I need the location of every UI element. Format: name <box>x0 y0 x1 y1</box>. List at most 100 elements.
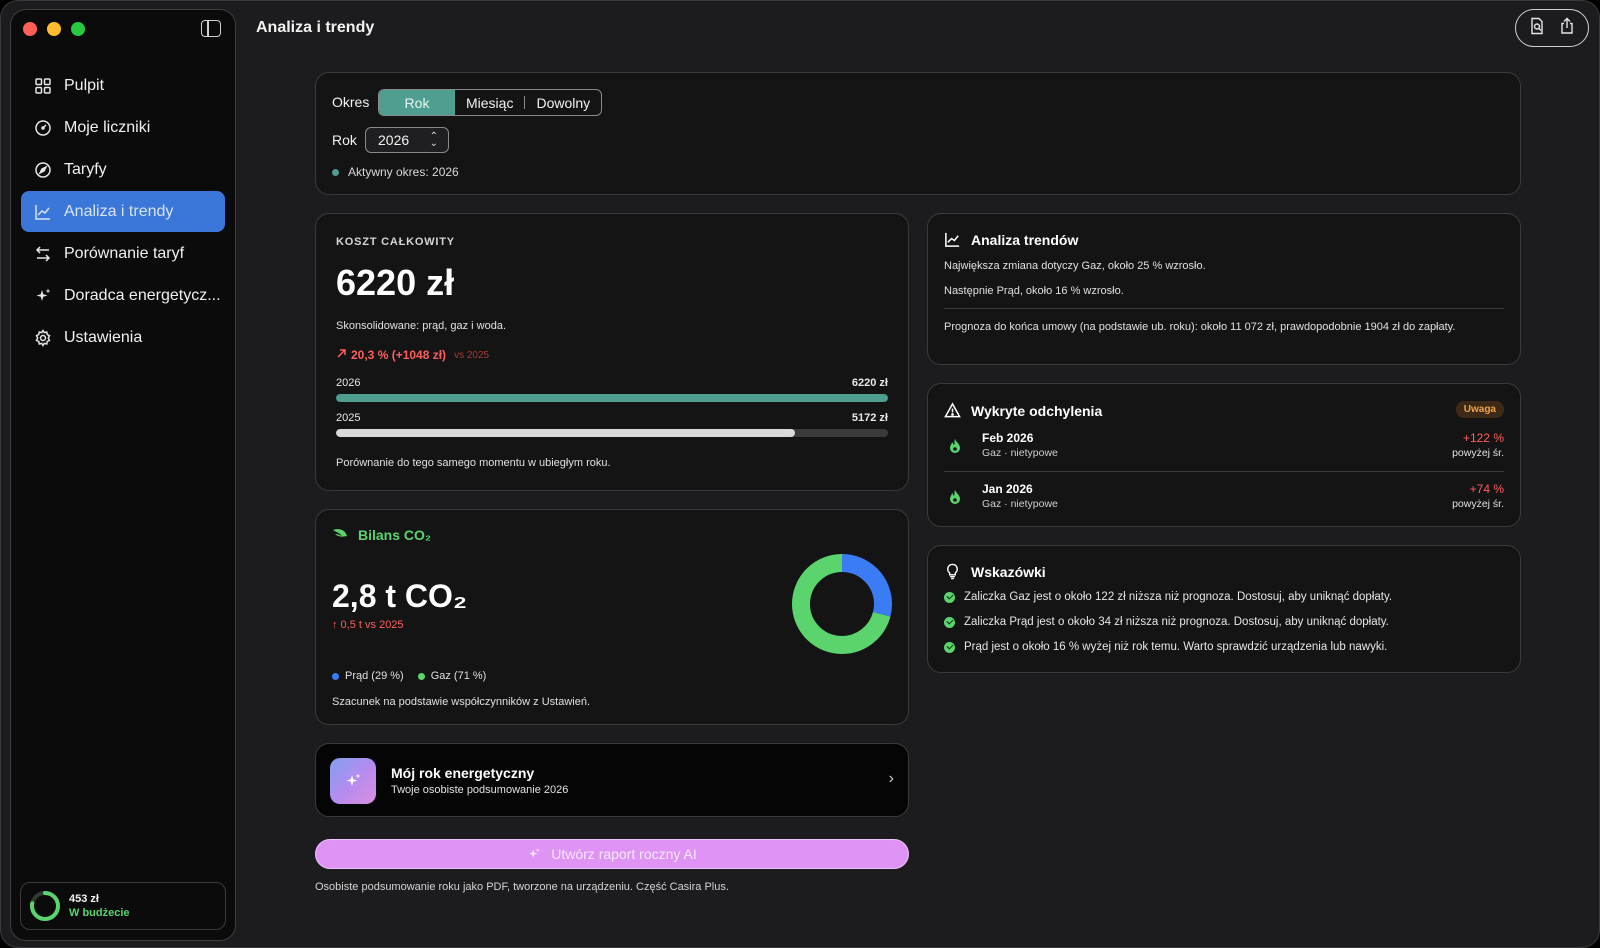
flame-icon <box>950 439 960 453</box>
sidebar-item-taryfy[interactable]: Taryfy <box>21 149 225 190</box>
warning-triangle-icon <box>944 402 961 418</box>
deviation-row[interactable]: Feb 2026 Gaz · nietypowe +122 % powyżej … <box>944 428 1504 468</box>
trend-forecast: Prognoza do końca umowy (na podstawie ub… <box>944 321 1456 333</box>
segment-divider <box>524 96 526 109</box>
sidebar-toggle-icon[interactable] <box>201 20 221 37</box>
sidebar-item-doradca-energetyczny[interactable]: Doradca energetycz... <box>21 275 225 316</box>
legend-label: Gaz (71 %) <box>430 670 487 682</box>
total-cost-label: KOSZT CAŁKOWITY <box>336 236 455 248</box>
active-period-text: Aktywny okres: 2026 <box>348 165 459 179</box>
deviations-divider <box>944 471 1504 472</box>
chart-line-icon <box>33 202 53 222</box>
segment-dowolny[interactable]: Dowolny <box>536 94 591 111</box>
legend-dot <box>332 672 339 680</box>
arrow-up-right-icon <box>336 348 347 362</box>
tips-title-text: Wskazówki <box>971 563 1046 580</box>
check-circle-icon <box>944 591 955 603</box>
period-card: Okres Rok Miesiąc Dowolny Rok 2026 ⌃ ⌄ Ak… <box>315 72 1521 195</box>
co2-donut-chart <box>792 554 892 654</box>
deviation-period: Jan 2026 <box>982 482 1033 496</box>
deviations-card: Wykryte odchylenia Uwaga Feb 2026 Gaz · … <box>927 383 1521 527</box>
budget-label: W budżecie <box>69 907 130 919</box>
zoom-window-button[interactable] <box>71 22 85 36</box>
sidebar-item-ustawienia[interactable]: Ustawienia <box>21 317 225 358</box>
deviation-row[interactable]: Jan 2026 Gaz · nietypowe +74 % powyżej ś… <box>944 479 1504 519</box>
year-select-value: 2026 <box>378 132 410 148</box>
active-period-dot <box>332 168 339 176</box>
sidebar-item-porownanie-taryf[interactable]: Porównanie taryf <box>21 233 225 274</box>
legend-dot <box>417 672 425 680</box>
sidebar-item-label: Doradca energetycz... <box>64 286 221 304</box>
total-cost-change-value: 20,3 % (+1048 zł) <box>351 348 447 362</box>
tip-item: Zaliczka Prąd jest o około 34 zł niższa … <box>944 616 1504 628</box>
flame-icon <box>950 490 960 504</box>
close-window-button[interactable] <box>23 22 37 36</box>
cost-bar-value: 5172 zł <box>851 412 888 424</box>
swap-arrows-icon <box>33 244 53 264</box>
trend-analysis-title: Analiza trendów <box>944 231 1078 248</box>
sidebar-item-label: Ustawienia <box>64 328 143 346</box>
gauge-icon <box>33 118 53 138</box>
create-ai-report-button[interactable]: Utwórz raport roczny AI <box>315 839 909 869</box>
sidebar-item-moje-liczniki[interactable]: Moje liczniki <box>21 107 225 148</box>
cost-bar-track <box>336 429 888 437</box>
sidebar: Pulpit Moje liczniki Taryfy Analiza i tr… <box>10 9 236 941</box>
total-cost-note: Porównanie do tego samego momentu w ubie… <box>336 457 611 469</box>
tips-card: Wskazówki Zaliczka Gaz jest o około 122 … <box>927 545 1521 673</box>
deviation-period: Feb 2026 <box>982 431 1034 445</box>
cost-bar-track <box>336 394 888 402</box>
cost-bar-fill <box>336 429 795 437</box>
total-cost-value: 6220 zł <box>336 262 455 303</box>
co2-change: ↑ 0,5 t vs 2025 <box>332 619 404 631</box>
cost-bar-year: 2025 <box>336 412 361 424</box>
tip-item: Prąd jest o około 16 % wyżej niż rok tem… <box>944 641 1504 653</box>
budget-ring <box>30 891 60 921</box>
sparkles-icon <box>33 286 53 306</box>
deviation-rel: powyżej śr. <box>1452 447 1504 459</box>
sidebar-nav: Pulpit Moje liczniki Taryfy Analiza i tr… <box>21 65 225 359</box>
trend-line-2: Następnie Prąd, około 16 % wzrosło. <box>944 285 1124 297</box>
budget-widget[interactable]: 453 zł W budżecie <box>20 882 226 930</box>
donut-slice-prad <box>792 554 892 654</box>
report-search-icon[interactable] <box>1528 17 1546 40</box>
page-title: Analiza i trendy <box>256 19 375 36</box>
co2-title-text: Bilans CO₂ <box>358 527 432 543</box>
cost-bar-fill <box>336 394 888 402</box>
my-energy-year-subtitle: Twoje osobiste podsumowanie 2026 <box>391 784 569 796</box>
cost-bar-2026: 2026 6220 zł <box>336 377 888 402</box>
co2-value: 2,8 t CO₂ <box>332 578 468 614</box>
sidebar-item-analiza-i-trendy[interactable]: Analiza i trendy <box>21 191 225 232</box>
segment-miesiac[interactable]: Miesiąc <box>466 94 514 111</box>
total-cost-change-vs: vs 2025 <box>454 349 490 361</box>
gear-icon <box>33 328 53 348</box>
year-label: Rok <box>332 132 357 148</box>
co2-card: Bilans CO₂ 2,8 t CO₂ ↑ 0,5 t vs 2025 Prą… <box>315 509 909 725</box>
year-select[interactable]: 2026 ⌃ ⌄ <box>365 127 449 153</box>
toolbar-actions <box>1515 9 1589 47</box>
cost-bar-value: 6220 zł <box>851 377 888 389</box>
sidebar-item-pulpit[interactable]: Pulpit <box>21 65 225 106</box>
cost-bar-2025: 2025 5172 zł <box>336 412 888 437</box>
grid-icon <box>33 76 53 96</box>
chevron-updown-icon: ⌃ ⌄ <box>429 131 438 149</box>
tip-text: Zaliczka Prąd jest o około 34 zł niższa … <box>964 616 1389 628</box>
sidebar-item-label: Taryfy <box>64 160 107 178</box>
share-icon[interactable] <box>1558 17 1576 40</box>
trend-analysis-title-text: Analiza trendów <box>971 231 1079 248</box>
legend-item-gaz: Gaz (71 %) <box>417 670 487 682</box>
deviation-sub: Gaz · nietypowe <box>982 447 1058 459</box>
sparkles-icon <box>330 758 376 804</box>
total-cost-subtitle: Skonsolidowane: prąd, gaz i woda. <box>336 320 506 332</box>
deviation-pct: +74 % <box>1469 482 1504 496</box>
compass-icon <box>33 160 53 180</box>
trend-line-1: Największa zmiana dotyczy Gaz, około 25 … <box>944 260 1206 272</box>
minimize-window-button[interactable] <box>47 22 61 36</box>
tip-text: Zaliczka Gaz jest o około 122 zł niższa … <box>964 591 1393 603</box>
segment-rok[interactable]: Rok <box>379 90 455 115</box>
leaf-icon <box>333 529 347 537</box>
total-cost-change: 20,3 % (+1048 zł) vs 2025 <box>336 348 489 362</box>
cost-bar-year: 2026 <box>336 377 361 389</box>
my-energy-year-card[interactable]: Mój rok energetyczny Twoje osobiste pods… <box>315 743 909 817</box>
deviations-badge: Uwaga <box>1455 401 1504 418</box>
